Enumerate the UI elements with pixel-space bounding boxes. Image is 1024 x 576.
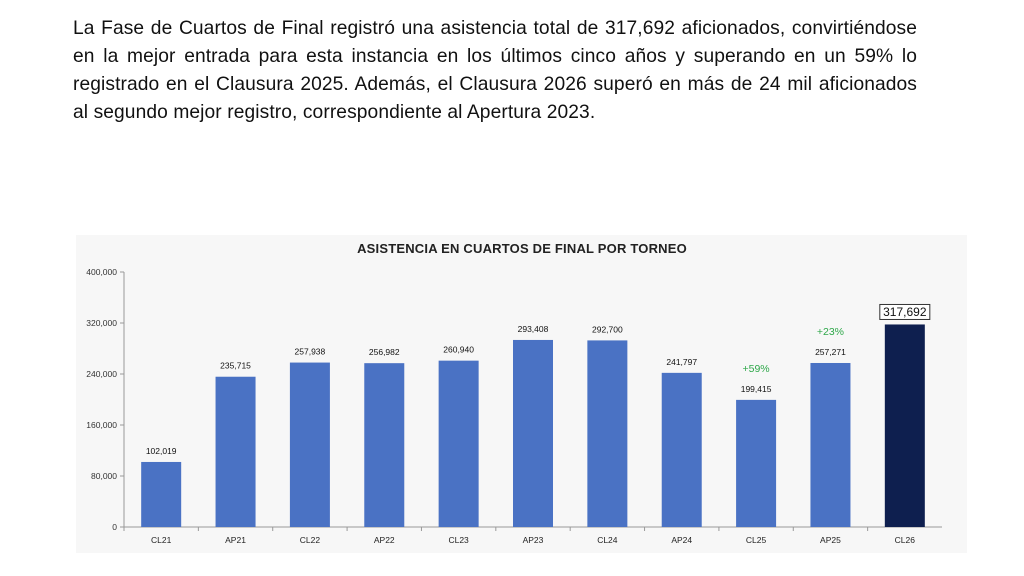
data-label: 317,692 [883, 305, 927, 319]
x-tick-label: CL22 [300, 535, 321, 545]
x-tick-label: AP23 [523, 535, 544, 545]
x-tick-label: AP22 [374, 535, 395, 545]
growth-annotation: +59% [743, 363, 770, 375]
bar-cl22 [289, 362, 330, 527]
y-tick-label: 0 [112, 522, 117, 532]
data-label: 293,408 [518, 324, 549, 334]
bar-ap23 [513, 339, 553, 527]
x-tick-label: AP25 [820, 535, 841, 545]
data-label: 257,271 [815, 347, 846, 357]
x-tick-label: CL21 [151, 535, 172, 545]
data-label: 292,700 [592, 324, 623, 334]
x-tick-label: CL26 [895, 535, 916, 545]
x-tick-label: AP24 [671, 535, 692, 545]
bar-ap24 [661, 372, 702, 527]
highlight-label-box [879, 303, 931, 320]
y-tick-label: 160,000 [86, 420, 117, 430]
data-label: 241,797 [666, 357, 697, 367]
bar-ap22 [364, 363, 405, 527]
bar-cl21 [141, 461, 182, 527]
y-tick-label: 240,000 [86, 369, 117, 379]
data-label: 199,415 [741, 384, 772, 394]
bar-cl26 [884, 324, 925, 527]
data-label: 260,940 [443, 345, 474, 355]
data-label: 235,715 [220, 361, 251, 371]
x-tick-label: CL25 [746, 535, 767, 545]
x-tick-label: CL23 [448, 535, 469, 545]
chart-title: ASISTENCIA EN CUARTOS DE FINAL POR TORNE… [357, 241, 687, 256]
x-tick-label: CL24 [597, 535, 618, 545]
bar-cl25 [736, 399, 777, 527]
bar-cl23 [438, 360, 479, 527]
bar-ap25 [810, 362, 851, 527]
bar-cl24 [587, 340, 628, 527]
data-label: 256,982 [369, 347, 400, 357]
y-tick-label: 80,000 [91, 471, 117, 481]
data-label: 257,938 [295, 347, 326, 357]
y-tick-label: 320,000 [86, 318, 117, 328]
x-tick-label: AP21 [225, 535, 246, 545]
intro-paragraph: La Fase de Cuartos de Final registró una… [73, 18, 917, 123]
bar-ap21 [215, 376, 256, 527]
y-tick-label: 400,000 [86, 267, 117, 277]
data-label: 102,019 [146, 446, 177, 456]
growth-annotation: +23% [817, 326, 844, 338]
